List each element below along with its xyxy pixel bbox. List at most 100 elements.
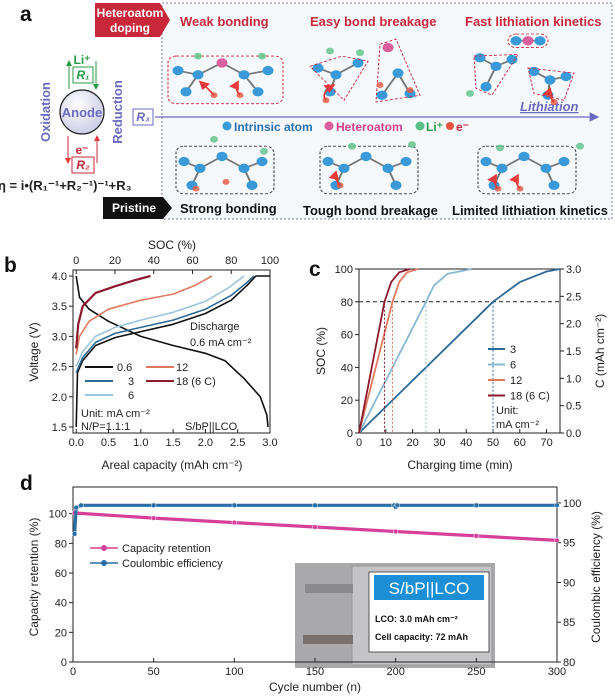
b-x2-tick-label: 20 — [109, 255, 121, 267]
intrinsic-atom — [192, 70, 204, 80]
c-x-tick-label: 0 — [356, 437, 362, 449]
intrinsic-atom — [548, 180, 560, 190]
intrinsic-atom — [558, 156, 570, 167]
li-ion — [408, 141, 416, 148]
c-x-tick-label: 20 — [406, 437, 418, 449]
pristine-tag-label: Pristine — [112, 201, 156, 215]
b-x-tick-label: 3.0 — [262, 437, 277, 449]
b-np-ratio: N/P=1.1:1 — [81, 421, 130, 433]
d-point-coulombic-efficiency — [231, 502, 237, 508]
b-series-6 — [75, 275, 245, 367]
c-legend-label: 18 (6 C) — [510, 391, 550, 403]
c-series-12 — [358, 268, 419, 434]
intrinsic-atom — [390, 180, 402, 190]
b-series-3 — [75, 275, 255, 373]
c-y-tick-label: 20 — [341, 395, 353, 407]
r3-box — [132, 108, 154, 126]
r3-label: R₃ — [136, 110, 150, 124]
b-plot-frame — [72, 269, 271, 434]
intrinsic-atom — [480, 156, 492, 167]
d-y-tick-label: 80 — [55, 538, 67, 550]
c-legend-label: 12 — [510, 375, 522, 387]
d-y2-tick-label: 85 — [563, 617, 575, 629]
title-limited-lithiation: Limited lithiation kinetics — [452, 203, 608, 218]
c-legend-label: 6 — [510, 360, 516, 372]
d-point-coulombic-efficiency — [394, 502, 400, 508]
b-y-tick-label: 1.5 — [52, 422, 67, 434]
intrinsic-atom — [338, 163, 350, 173]
intrinsic-atom — [490, 61, 502, 71]
intrinsic-atom-legend-icon — [222, 121, 232, 131]
b-x-axis-label: Areal capacity (mAh cm⁻²) — [101, 458, 242, 472]
li-ion — [496, 144, 504, 152]
c-y2-tick-label: 0.5 — [566, 401, 581, 413]
li-ion-label: Li⁺ — [74, 53, 91, 67]
c-y-tick-label: 100 — [335, 264, 353, 276]
d-point-coulombic-efficiency — [73, 505, 79, 511]
d-point-coulombic-efficiency — [473, 502, 479, 508]
d-point-capacity-retention — [151, 515, 157, 521]
strong-bonding-cluster-box — [175, 145, 275, 195]
li-ion — [258, 52, 266, 60]
d-y-tick-label: 60 — [55, 568, 67, 580]
c-y2-tick-label: 2.5 — [566, 291, 581, 303]
intrinsic-atom — [238, 163, 250, 173]
intrinsic-atom — [544, 75, 556, 85]
c-unit-value: mA cm⁻² — [496, 419, 539, 431]
intrinsic-atom — [400, 156, 412, 167]
b-legend-label: 0.6 — [117, 362, 132, 374]
d-point-coulombic-efficiency — [71, 531, 78, 537]
d-x-tick-label: 150 — [306, 666, 324, 678]
d-point-capacity-retention — [393, 528, 399, 535]
d-x-tick-label: 300 — [548, 666, 566, 678]
intrinsic-atom — [528, 66, 540, 77]
intrinsic-atom — [382, 163, 394, 173]
intrinsic-atom — [312, 63, 324, 73]
electron-transfer-arrow — [198, 80, 215, 96]
intrinsic-atom — [534, 36, 546, 46]
c-y2-tick-label: 1.0 — [566, 373, 581, 385]
legend-intrinsic-atom: Intrinsic atom — [234, 120, 313, 134]
electron — [222, 178, 230, 185]
c-y-tick-label: 80 — [341, 297, 353, 309]
panel-a-schematic: a Heteroatom doping Pristine Weak bondin… — [0, 2, 613, 220]
fast-lithiation-cluster-1-box — [507, 33, 549, 49]
title-easy-bond-breakage: Easy bond breakage — [310, 14, 436, 29]
c-y2-tick-label: 2.0 — [566, 319, 581, 331]
c-y-tick-label: 0 — [347, 428, 353, 440]
electron-legend-icon — [446, 122, 454, 130]
electron-label: e⁻ — [75, 143, 88, 157]
d-point-capacity-retention — [312, 524, 318, 530]
title-strong-bonding: Strong bonding — [180, 201, 277, 216]
d-y-tick-label: 20 — [55, 627, 67, 639]
electron-transfer-arrow — [323, 84, 336, 101]
c-unit-label: Unit: — [496, 405, 519, 417]
c-y2-axis-label: C (mAh cm⁻²) — [593, 314, 607, 388]
intrinsic-atom — [216, 151, 228, 162]
c-y2-tick-label: 0.0 — [566, 428, 581, 440]
legend-li-ion: Li⁺ — [426, 120, 443, 134]
b-y-tick-label: 2.0 — [52, 392, 67, 404]
d-x-tick-label: 100 — [225, 666, 243, 678]
li-ion-legend-icon — [415, 121, 425, 131]
intrinsic-atom — [510, 36, 522, 46]
c-y-tick-label: 60 — [341, 330, 353, 342]
d-x-tick-label: 200 — [386, 666, 404, 678]
electron — [376, 82, 384, 88]
heteroatom — [522, 36, 534, 46]
d-y-tick-label: 0 — [61, 657, 67, 669]
intrinsic-atom — [256, 156, 268, 167]
b-y-tick-label: 3.0 — [52, 331, 67, 343]
panel-b-chart: b SOC (%) Areal capacity (mAh cm⁻²) Volt… — [4, 238, 279, 472]
lithiation-label: Lithiation — [520, 99, 579, 114]
intrinsic-atom — [496, 163, 508, 173]
electron-transfer-arrow — [229, 80, 241, 96]
b-y-tick-label: 2.5 — [52, 362, 67, 374]
r1-label: R₁ — [77, 68, 90, 82]
title-fast-lithiation: Fast lithiation kinetics — [465, 14, 602, 29]
b-series-18-6-c- — [75, 274, 151, 349]
oxidation-label: Oxidation — [38, 82, 53, 142]
b-x-tick-label: 1.0 — [133, 437, 148, 449]
b-x-tick-label: 1.5 — [165, 437, 180, 449]
d-y-tick-label: 100 — [49, 509, 67, 521]
